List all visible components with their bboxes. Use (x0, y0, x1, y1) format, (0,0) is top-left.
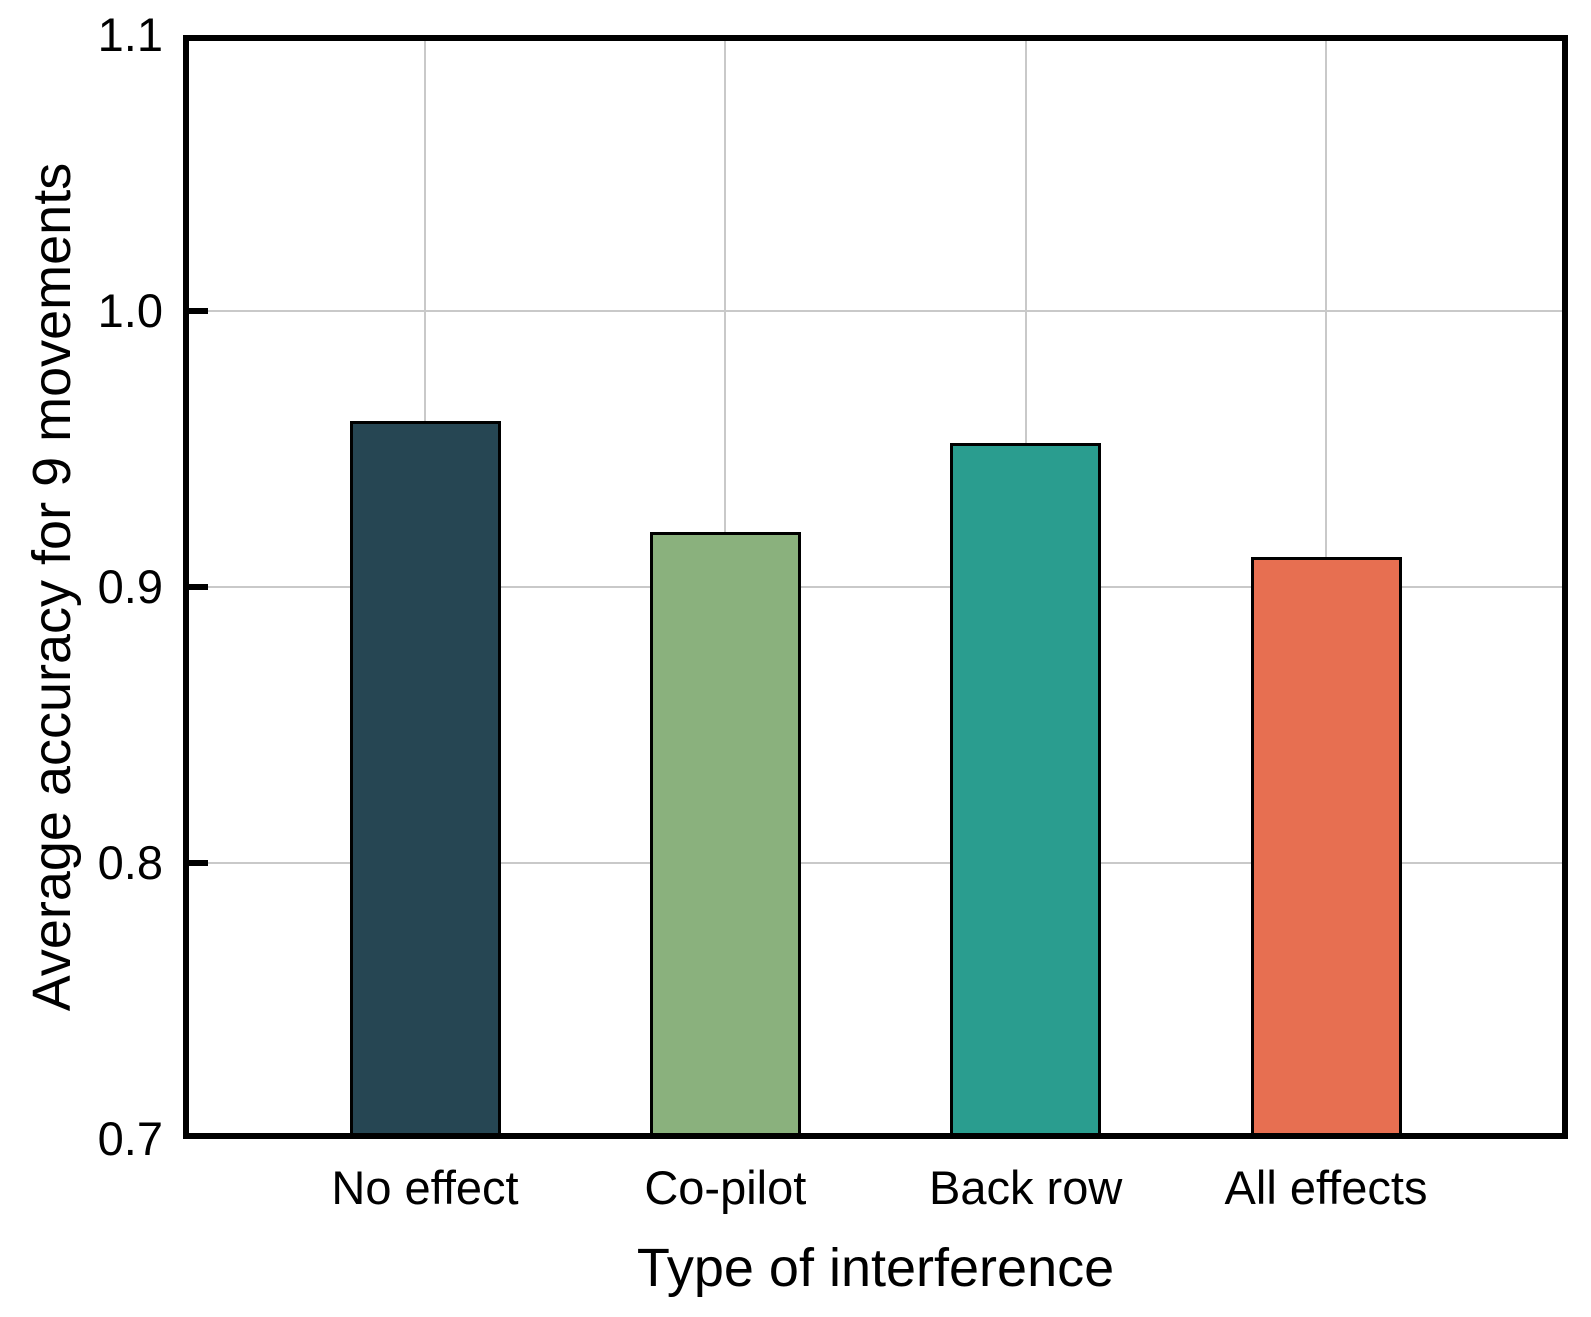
y-tick-label-1-1: 1.1 (97, 8, 163, 61)
x-gridline-co-pilot (724, 35, 727, 1139)
bar-co-pilot (649, 531, 801, 1139)
bar-no-effect (349, 421, 501, 1139)
bar-back-row (950, 443, 1102, 1139)
y-axis-title: Average accuracy for 9 movements (22, 162, 82, 1012)
y-tick-label-0-7: 0.7 (97, 1112, 163, 1165)
x-gridline-all-effects (1325, 35, 1327, 1139)
x-tick-label-co-pilot: Co-pilot (644, 1161, 807, 1214)
x-gridline-no-effect (424, 35, 426, 1139)
x-gridline-back-row (1024, 35, 1027, 1139)
x-tick-label-back-row: Back row (929, 1161, 1123, 1214)
plot-frame (183, 35, 1568, 1139)
x-axis-title: Type of interference (636, 1238, 1115, 1298)
x-tick-label-all-effects: All effects (1224, 1161, 1428, 1214)
x-tick-label-no-effect: No effect (331, 1161, 519, 1214)
y-gridline-1 (183, 310, 1568, 312)
y-gridline-0-8 (183, 862, 1568, 864)
y-tick-mark-1 (187, 308, 208, 314)
bar-all-effects (1250, 556, 1402, 1139)
y-tick-mark-0-9 (187, 584, 208, 590)
y-tick-mark-0-8 (187, 860, 208, 866)
y-gridline-0-9 (183, 586, 1568, 588)
